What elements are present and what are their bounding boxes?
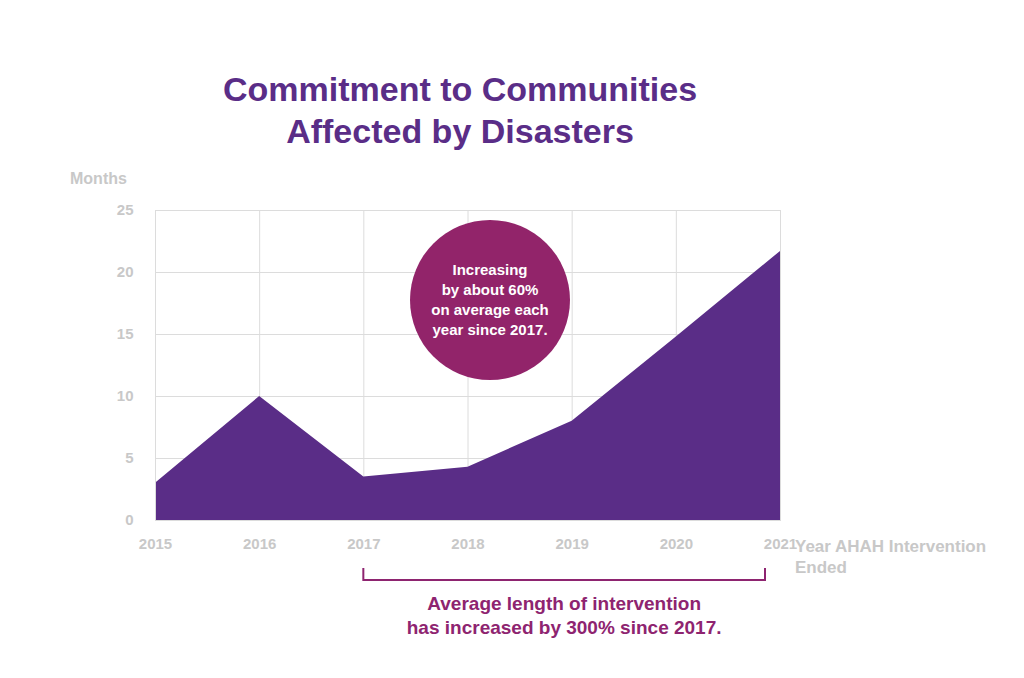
- html-text:Average length of intervention: Average length of intervention: [427, 593, 701, 614]
- html-text:Year AHAH Intervention Ended: Year AHAH Intervention Ended: [795, 537, 987, 577]
- html-text:Months: Months: [70, 170, 127, 187]
- svg-text:2017: 2017: [347, 535, 380, 552]
- svg-text:2019: 2019: [555, 535, 588, 552]
- svg-text:20: 20: [117, 263, 134, 280]
- svg-text:2018: 2018: [451, 535, 484, 552]
- svg-text:5: 5: [125, 449, 133, 466]
- svg-text:2020: 2020: [660, 535, 693, 552]
- html-text:by about 60%: by about 60%: [441, 281, 539, 298]
- svg-text:2016: 2016: [243, 535, 276, 552]
- html-text:has increased by 300% since 20: has increased by 300% since 2017.: [406, 617, 722, 638]
- svg-text:2021: 2021: [764, 535, 797, 552]
- html-text:Increasing: Increasing: [452, 261, 528, 278]
- svg-text:2015: 2015: [139, 535, 172, 552]
- svg-text:10: 10: [117, 387, 134, 404]
- svg-text:0: 0: [125, 511, 133, 528]
- html-text:year since 2017.: year since 2017.: [432, 321, 548, 338]
- html-text:Commitment to Communities Affe: Commitment to Communities Affected by Di…: [222, 70, 698, 150]
- svg-text:25: 25: [117, 201, 134, 218]
- html-text:on average each: on average each: [431, 301, 549, 318]
- svg-text:15: 15: [117, 325, 134, 342]
